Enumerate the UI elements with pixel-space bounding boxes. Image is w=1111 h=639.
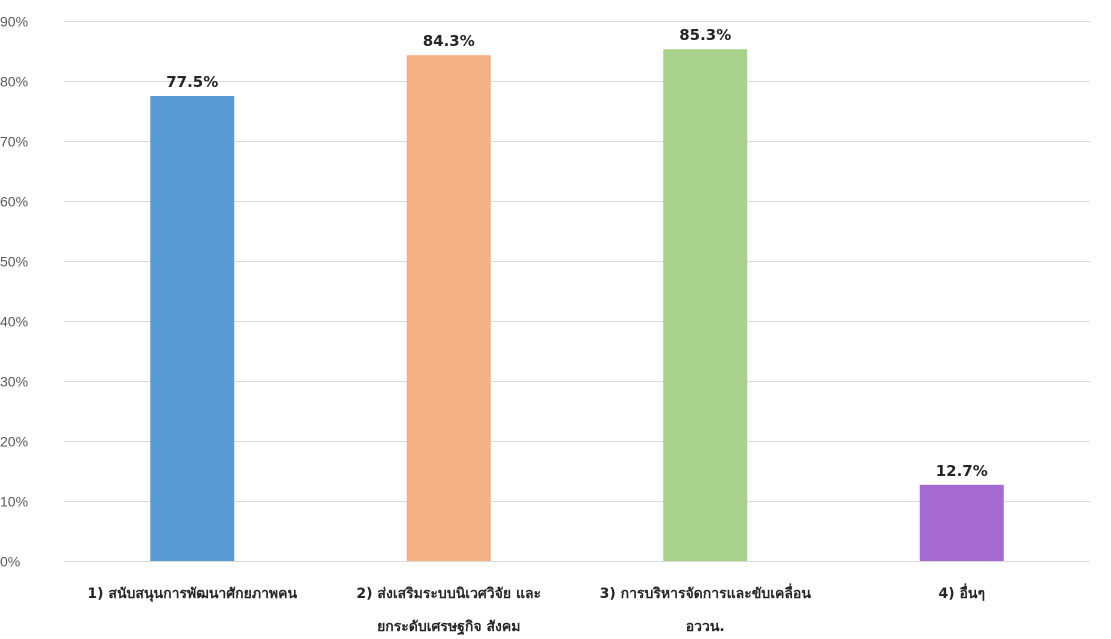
y-tick-label: 30%: [0, 374, 28, 390]
y-tick-label: 40%: [0, 314, 28, 330]
bar: [919, 484, 1004, 561]
y-tick-label: 0%: [0, 554, 20, 570]
x-tick-label: 3) การบริหารจัดการและขับเคลื่อน: [600, 583, 812, 602]
bar: [406, 55, 491, 561]
x-tick-label: 1) สนับสนุนการพัฒนาศักยภาพคน: [87, 586, 297, 602]
y-tick-label: 60%: [0, 194, 28, 210]
bar: [663, 49, 748, 561]
x-tick-label: อววน.: [686, 619, 725, 635]
data-label: 85.3%: [679, 26, 731, 44]
data-label: 77.5%: [166, 73, 218, 91]
bar: [150, 96, 235, 561]
x-tick-label: 4) อื่นๆ: [938, 583, 985, 602]
data-label: 12.7%: [936, 462, 988, 480]
x-tick-label: 2) ส่งเสริมระบบนิเวศวิจัย และ: [356, 586, 541, 602]
y-tick-label: 10%: [0, 494, 28, 510]
y-tick-label: 20%: [0, 434, 28, 450]
y-tick-label: 70%: [0, 134, 28, 150]
x-tick-label: ยกระดับเศรษฐกิจ สังคม: [377, 619, 520, 636]
y-tick-label: 50%: [0, 254, 28, 270]
y-tick-label: 80%: [0, 74, 28, 90]
data-label: 84.3%: [423, 32, 475, 50]
y-tick-label: 90%: [0, 14, 28, 30]
